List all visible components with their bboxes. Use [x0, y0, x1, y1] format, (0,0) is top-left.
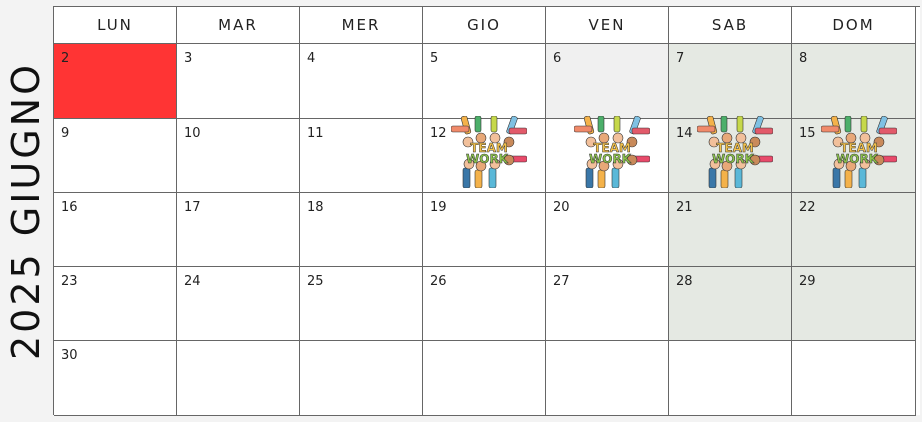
weekday-header-fri: VEN [546, 7, 669, 44]
day-number: 25 [307, 274, 324, 289]
month-year-label: 2025 GIUGNO [4, 61, 48, 361]
empty-day-cell [546, 341, 669, 416]
empty-day-cell [669, 341, 792, 416]
day-cell-9[interactable]: 9 [54, 119, 177, 193]
day-number: 24 [184, 274, 201, 289]
weekday-header-tue: MAR [177, 7, 300, 44]
day-cell-3[interactable]: 3 [177, 44, 300, 119]
empty-day-cell [792, 341, 916, 416]
empty-day-cell [300, 341, 423, 416]
day-cell-15[interactable]: 15 TEAM WORK [792, 116, 916, 193]
day-cell-19[interactable]: 19 [423, 193, 546, 267]
day-number: 4 [307, 51, 316, 66]
teamwork-clipart-icon: TEAM WORK [574, 116, 650, 188]
calendar-grid: LUN MAR MER GIO VEN SAB DOM 2 3 4 5 6 7 … [53, 6, 920, 416]
day-number: 12 [430, 126, 447, 141]
day-cell-22[interactable]: 22 [792, 193, 916, 267]
day-number: 3 [184, 51, 193, 66]
day-cell-2[interactable]: 2 [54, 44, 177, 119]
day-cell-30[interactable]: 30 [54, 341, 177, 416]
day-number: 27 [553, 274, 570, 289]
day-number: 16 [61, 200, 78, 215]
weekday-header-sun: DOM [792, 7, 916, 44]
teamwork-clipart-icon: TEAM WORK [821, 116, 897, 188]
day-cell-29[interactable]: 29 [792, 267, 916, 341]
day-number: 11 [307, 126, 324, 141]
teamwork-line1: TEAM [470, 141, 508, 155]
day-number: 15 [799, 126, 816, 141]
month-year-title: 2025 GIUGNO [0, 0, 52, 422]
teamwork-line1: TEAM [716, 141, 754, 155]
teamwork-line1: TEAM [593, 141, 631, 155]
teamwork-line1: TEAM [840, 141, 878, 155]
empty-day-cell [423, 341, 546, 416]
teamwork-line2: WORK [466, 152, 509, 166]
day-number: 2 [61, 51, 70, 66]
day-number: 10 [184, 126, 201, 141]
day-number: 7 [676, 51, 685, 66]
day-cell-17[interactable]: 17 [177, 193, 300, 267]
day-number: 21 [676, 200, 693, 215]
day-number: 19 [430, 200, 447, 215]
day-cell-23[interactable]: 23 [54, 267, 177, 341]
teamwork-line2: WORK [712, 152, 755, 166]
day-number: 26 [430, 274, 447, 289]
day-cell-26[interactable]: 26 [423, 267, 546, 341]
day-cell-20[interactable]: 20 [546, 193, 669, 267]
weekday-header-thu: GIO [423, 7, 546, 44]
day-cell-7[interactable]: 7 [669, 44, 792, 119]
day-number: 9 [61, 126, 70, 141]
day-number: 18 [307, 200, 324, 215]
day-number: 8 [799, 51, 808, 66]
day-cell-14[interactable]: 14 TEAM WORK [669, 116, 792, 193]
weekday-header-mon: LUN [54, 7, 177, 44]
day-cell-21[interactable]: 21 [669, 193, 792, 267]
day-number: 23 [61, 274, 78, 289]
day-cell-11[interactable]: 11 [300, 119, 423, 193]
day-number: 6 [553, 51, 562, 66]
day-cell-16[interactable]: 16 [54, 193, 177, 267]
day-number: 17 [184, 200, 201, 215]
teamwork-line2: WORK [836, 152, 879, 166]
day-cell-6[interactable]: 6 [546, 44, 669, 119]
weekday-header-sat: SAB [669, 7, 792, 44]
day-cell-25[interactable]: 25 [300, 267, 423, 341]
day-cell-8[interactable]: 8 [792, 44, 916, 119]
empty-day-cell [177, 341, 300, 416]
day-number: 30 [61, 348, 78, 363]
teamwork-line2: WORK [589, 152, 632, 166]
day-cell-12[interactable]: 12 TEAM WORK [423, 116, 546, 193]
day-cell-24[interactable]: 24 [177, 267, 300, 341]
day-number: 5 [430, 51, 439, 66]
day-cell-5[interactable]: 5 [423, 44, 546, 119]
teamwork-clipart-icon: TEAM WORK [451, 116, 527, 188]
day-cell-10[interactable]: 10 [177, 119, 300, 193]
day-cell-4[interactable]: 4 [300, 44, 423, 119]
day-number: 28 [676, 274, 693, 289]
day-number: 14 [676, 126, 693, 141]
day-cell-28[interactable]: 28 [669, 267, 792, 341]
day-cell-13[interactable]: TEAM WORK [546, 116, 669, 193]
teamwork-clipart-icon: TEAM WORK [697, 116, 773, 188]
day-number: 20 [553, 200, 570, 215]
day-number: 29 [799, 274, 816, 289]
weekday-header-wed: MER [300, 7, 423, 44]
day-cell-27[interactable]: 27 [546, 267, 669, 341]
day-cell-18[interactable]: 18 [300, 193, 423, 267]
day-number: 22 [799, 200, 816, 215]
